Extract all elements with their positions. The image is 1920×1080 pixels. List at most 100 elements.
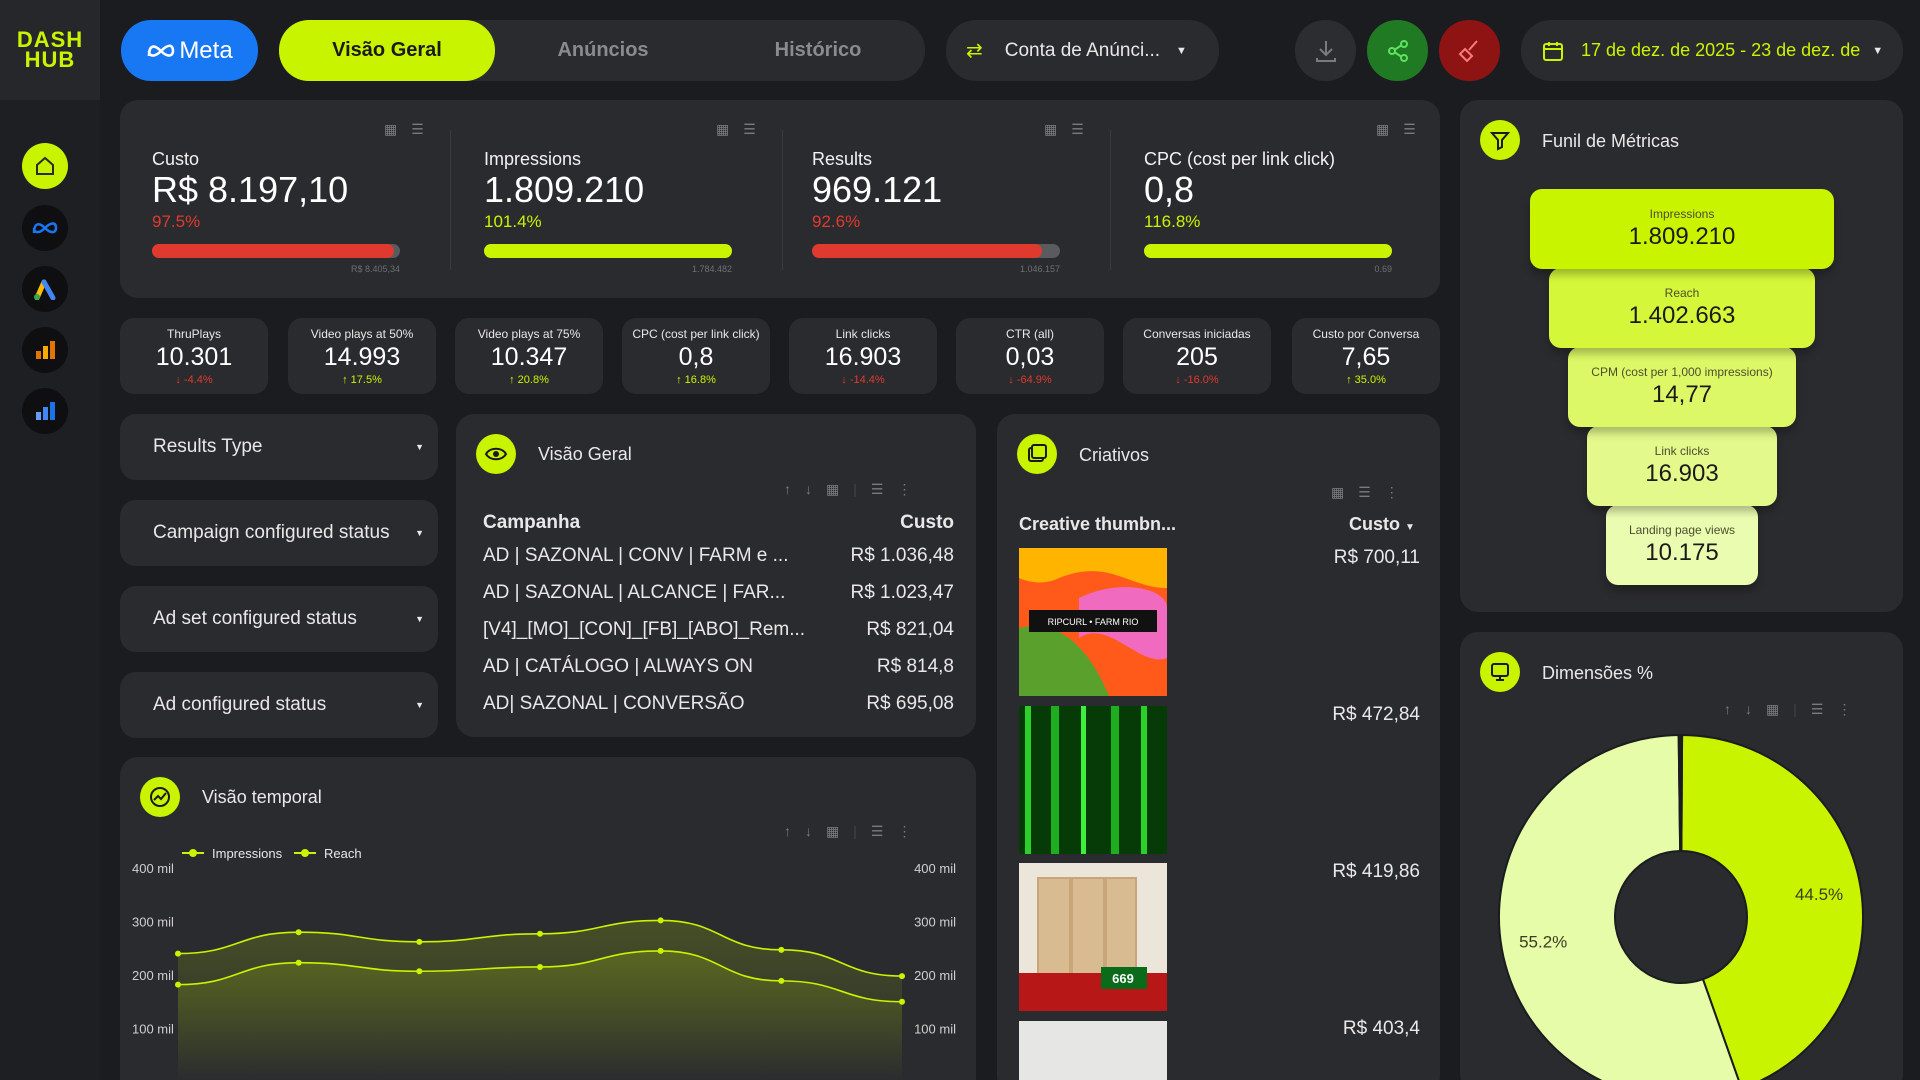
filter-icon[interactable]: ☰ — [870, 481, 884, 497]
filter-icon[interactable]: ☰ — [1810, 701, 1824, 717]
funnel-step[interactable]: Link clicks 16.903 — [1587, 426, 1777, 506]
mini-stat-change: ↑ 17.5% — [342, 374, 382, 386]
data-point[interactable] — [537, 930, 543, 937]
sort-desc-icon[interactable]: ↓ — [805, 481, 812, 497]
kpi-toolbar: ▦ ☰ — [1376, 121, 1416, 138]
creative-cost: R$ 403,4 — [1342, 1018, 1420, 1039]
filter-icon[interactable]: ☰ — [411, 121, 424, 137]
meta-platform-button[interactable]: Meta — [121, 20, 258, 81]
filter-dropdown[interactable]: Ad configured status ▼ — [120, 672, 438, 738]
creatives-col-cost[interactable]: Custo ▼ — [1349, 514, 1415, 534]
data-point[interactable] — [416, 968, 423, 975]
donut-slice[interactable] — [1677, 734, 1684, 853]
legend-label[interactable]: Impressions — [212, 846, 283, 861]
chart-icon[interactable]: ▦ — [826, 481, 840, 497]
table-row[interactable]: AD | SAZONAL | CONV | FARM e ... R$ 1.036… — [483, 545, 954, 567]
legend-label[interactable]: Reach — [324, 846, 362, 861]
filter-icon[interactable]: ☰ — [1403, 121, 1416, 137]
creatives-toolbar: ▦ ☰ ⋮ — [1331, 484, 1399, 501]
analytics-nav-icon[interactable] — [22, 327, 68, 373]
creative-thumbnail-1[interactable]: RIPCURL • FARM RIO — [1019, 548, 1167, 696]
filter-icon[interactable]: ☰ — [743, 121, 756, 137]
table-row[interactable]: [V4]_[MO]_[CON]_[FB]_[ABO]_Rem... R$ 821,… — [483, 619, 954, 641]
download-button[interactable] — [1295, 20, 1356, 81]
filter-dropdown[interactable]: Results Type ▼ — [120, 414, 438, 480]
mini-stat-card: ThruPlays 10.301 ↓ -4.4% — [120, 318, 268, 394]
chart-icon[interactable]: ▦ — [1044, 121, 1058, 137]
creative-thumbnail-2[interactable] — [1019, 706, 1167, 854]
donut-slice[interactable] — [1498, 734, 1742, 1080]
kpi-value: 1.809.210 — [484, 169, 645, 210]
data-point[interactable] — [537, 963, 543, 970]
chart-icon[interactable]: ▦ — [1376, 121, 1390, 137]
chart-icon[interactable]: ▦ — [1766, 701, 1780, 717]
mini-stat-label: Video plays at 50% — [310, 327, 414, 341]
data-point[interactable] — [657, 947, 664, 954]
filter-icon[interactable]: ☰ — [1071, 121, 1084, 137]
more-icon[interactable]: ⋮ — [1384, 484, 1399, 500]
creative-thumbnail-4[interactable] — [1019, 1021, 1167, 1080]
sort-asc-icon[interactable]: ↑ — [1724, 701, 1731, 717]
data-point[interactable] — [295, 959, 302, 966]
kpi-value: 969.121 — [812, 169, 943, 210]
app-logo[interactable]: DASH HUB — [0, 0, 100, 100]
data-point[interactable] — [778, 946, 785, 953]
data-point[interactable] — [416, 938, 423, 945]
more-icon[interactable]: ⋮ — [897, 481, 912, 497]
funnel-step[interactable]: Reach 1.402.663 — [1549, 268, 1815, 348]
sort-desc-icon[interactable]: ↓ — [805, 823, 812, 839]
filter-dropdown[interactable]: Campaign configured status ▼ — [120, 500, 438, 566]
chart-icon[interactable]: ▦ — [384, 121, 398, 137]
more-icon[interactable]: ⋮ — [1837, 701, 1852, 717]
tab-historico[interactable]: Histórico — [774, 39, 862, 61]
mini-stat-value: 14.993 — [323, 343, 401, 371]
donut-slice[interactable] — [1680, 733, 1864, 1080]
table-row[interactable]: AD| SAZONAL | CONVERSÃO R$ 695,08 — [483, 693, 954, 715]
chart-icon[interactable]: ▦ — [826, 823, 840, 839]
kpi-target: R$ 8.405,34 — [350, 264, 400, 274]
donut-slice-label: 55.2% — [1519, 933, 1567, 952]
sort-asc-icon[interactable]: ↑ — [784, 481, 791, 497]
chart-icon[interactable]: ▦ — [716, 121, 730, 137]
funnel-step[interactable]: Landing page views 10.175 — [1606, 505, 1758, 585]
mini-stat-change: ↓ -64.9% — [1008, 374, 1052, 386]
arrow-up-icon: ↑ — [1346, 374, 1355, 386]
mini-stat-change: ↓ -14.4% — [841, 374, 885, 386]
home-nav-icon[interactable] — [22, 143, 68, 189]
clear-filters-button[interactable] — [1439, 20, 1500, 81]
kpi-divider — [1110, 130, 1111, 270]
data-point[interactable] — [175, 981, 181, 988]
meta-nav-icon[interactable] — [22, 205, 68, 251]
google-ads-nav-icon[interactable] — [22, 266, 68, 312]
table-row[interactable]: AD | SAZONAL | ALCANCE | FAR... R$ 1.023,… — [483, 582, 954, 604]
sort-asc-icon[interactable]: ↑ — [784, 823, 791, 839]
filter-icon[interactable]: ☰ — [870, 823, 884, 839]
tab-visao-geral[interactable]: Visão Geral — [279, 20, 495, 81]
chart-icon[interactable]: ▦ — [1331, 484, 1345, 500]
funnel-step[interactable]: CPM (cost per 1,000 impressions) 14,77 — [1568, 347, 1796, 427]
share-button[interactable] — [1367, 20, 1428, 81]
kpi-percent: 101.4% — [484, 212, 542, 231]
data-point[interactable] — [899, 973, 905, 980]
data-point[interactable] — [899, 998, 905, 1005]
kpi-label: CPC (cost per link click) — [1144, 149, 1336, 169]
funnel-step[interactable]: Impressions 1.809.210 — [1530, 189, 1834, 269]
table-row[interactable]: AD | CATÁLOGO | ALWAYS ON R$ 814,8 — [483, 656, 954, 678]
filter-dropdown[interactable]: Ad set configured status ▼ — [120, 586, 438, 652]
kpi-progress-fill — [152, 244, 394, 258]
filter-icon[interactable]: ☰ — [1358, 484, 1371, 500]
data-point[interactable] — [657, 917, 664, 924]
tab-anuncios[interactable]: Anúncios — [557, 39, 649, 61]
date-range-picker[interactable]: 17 de dez. de 2025 - 23 de dez. de ▼ — [1521, 20, 1903, 81]
data-point[interactable] — [778, 977, 785, 984]
svg-text:RIPCURL • FARM RIO: RIPCURL • FARM RIO — [1048, 617, 1139, 627]
chevron-down-icon: ▼ — [415, 528, 424, 538]
account-select[interactable]: ⇄ Conta de Anúnci... ▼ — [946, 20, 1219, 81]
data-point[interactable] — [175, 950, 181, 957]
kpi-divider — [782, 130, 783, 270]
reports-nav-icon[interactable] — [22, 388, 68, 434]
sort-desc-icon[interactable]: ↓ — [1745, 701, 1752, 717]
data-point[interactable] — [295, 929, 302, 936]
creative-thumbnail-3[interactable]: 669 — [1019, 863, 1167, 1011]
more-icon[interactable]: ⋮ — [897, 823, 912, 839]
